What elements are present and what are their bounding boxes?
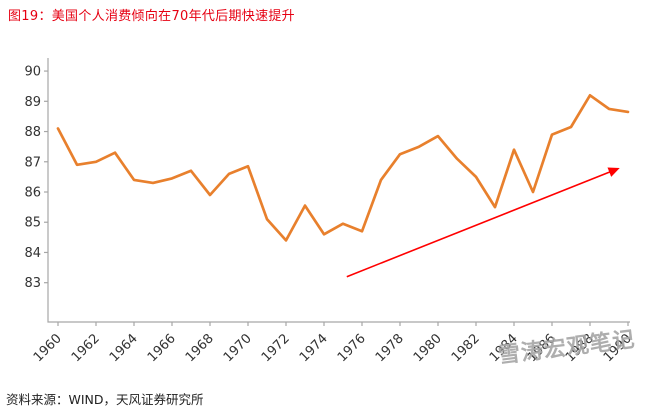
y-axis-label: 90 (24, 65, 41, 80)
figure-title: 图19：美国个人消费倾向在70年代后期快速提升 (8, 9, 295, 24)
x-axis-label: 1968 (183, 331, 217, 365)
x-axis-label: 1976 (335, 331, 369, 365)
x-axis-label: 1980 (411, 331, 445, 365)
y-axis-label: 85 (24, 216, 41, 231)
y-axis-label: 84 (24, 246, 41, 261)
x-axis-label: 1962 (69, 331, 103, 365)
y-axis-label: 83 (24, 276, 41, 291)
x-axis-label: 1960 (31, 331, 65, 365)
axis-lines (47, 58, 630, 323)
x-axis-label: 1982 (449, 331, 483, 365)
y-axis-label: 88 (24, 125, 41, 140)
series-line (56, 93, 630, 242)
trend-arrow (346, 167, 620, 278)
y-axis-label: 86 (24, 186, 41, 201)
y-axis-label: 87 (24, 155, 41, 170)
x-axis-label: 1966 (145, 331, 179, 365)
x-axis-label: 1972 (259, 331, 293, 365)
x-axis-label: 1970 (221, 331, 255, 365)
y-axis-label: 89 (24, 95, 41, 110)
x-axis-label: 1964 (107, 331, 141, 365)
x-axis-label: 1978 (373, 331, 407, 365)
source-note: 资料来源：WIND，天风证券研究所 (6, 392, 204, 407)
x-axis-label: 1974 (297, 331, 331, 365)
